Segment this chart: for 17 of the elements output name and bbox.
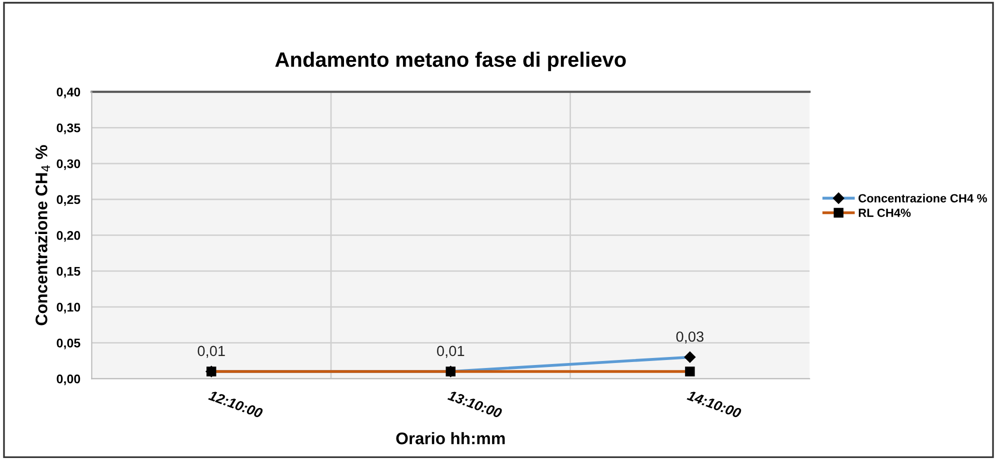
chart-title: Andamento metano fase di prelievo (275, 52, 626, 72)
y-tick-label: 0,40 (56, 88, 80, 98)
y-tick-label: 0,30 (56, 159, 80, 170)
y-tick-label: 0,15 (56, 266, 80, 278)
data-label: 0,01 (198, 346, 225, 358)
data-label: 0,01 (437, 346, 464, 358)
legend-label: RL CH4% (858, 208, 911, 217)
x-axis-title: Orario hh:mm (396, 432, 505, 444)
legend-label: Concentrazione CH4 % (858, 194, 987, 202)
y-tick-label: 0,10 (56, 302, 80, 314)
data-label: 0,03 (676, 331, 704, 344)
y-tick-label: 0,20 (56, 231, 80, 242)
y-tick-label: 0,25 (56, 195, 80, 206)
y-tick-label: 0,05 (56, 338, 80, 350)
y-tick-label: 0,00 (56, 374, 80, 386)
y-tick-label: 0,35 (56, 123, 80, 134)
y-axis-title: Concentrazione CH$_{4}$ % (35, 145, 50, 326)
